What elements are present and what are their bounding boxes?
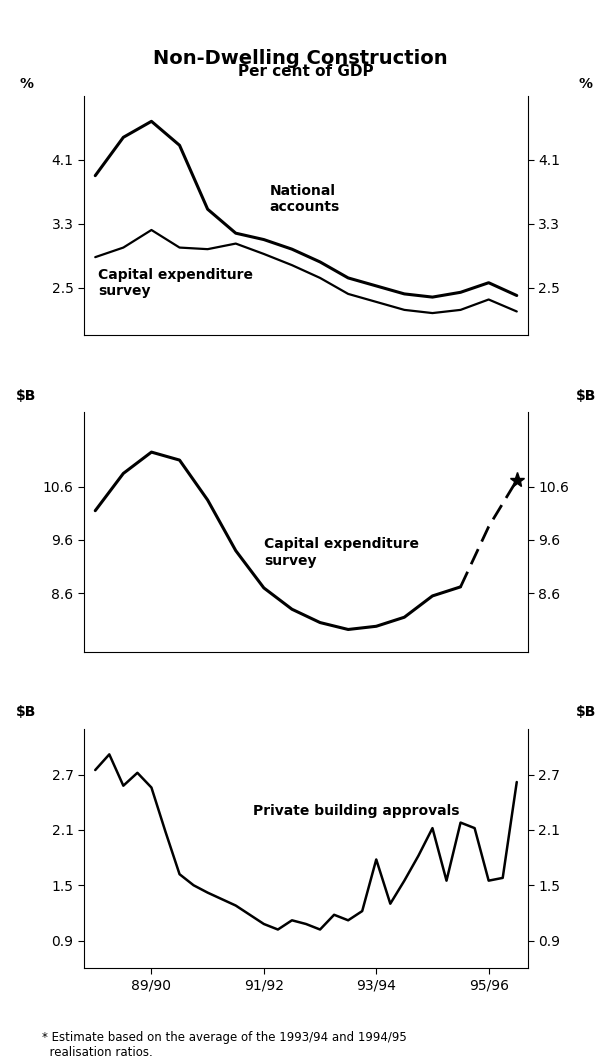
Text: Per cent of GDP: Per cent of GDP bbox=[238, 64, 374, 79]
Text: %: % bbox=[19, 77, 33, 90]
Text: $B: $B bbox=[16, 705, 37, 719]
Text: %: % bbox=[579, 77, 593, 90]
Text: $B: $B bbox=[16, 388, 37, 402]
Text: Non-Dwelling Construction: Non-Dwelling Construction bbox=[152, 49, 448, 68]
Text: $B: $B bbox=[575, 388, 596, 402]
Text: $B: $B bbox=[575, 705, 596, 719]
Text: * Estimate based on the average of the 1993/94 and 1994/95
  realisation ratios.: * Estimate based on the average of the 1… bbox=[42, 1031, 407, 1059]
Text: Private building approvals: Private building approvals bbox=[253, 804, 459, 818]
Text: Capital expenditure
survey: Capital expenditure survey bbox=[264, 537, 419, 567]
Text: National
accounts: National accounts bbox=[269, 184, 340, 214]
Text: Capital expenditure
survey: Capital expenditure survey bbox=[98, 267, 253, 298]
